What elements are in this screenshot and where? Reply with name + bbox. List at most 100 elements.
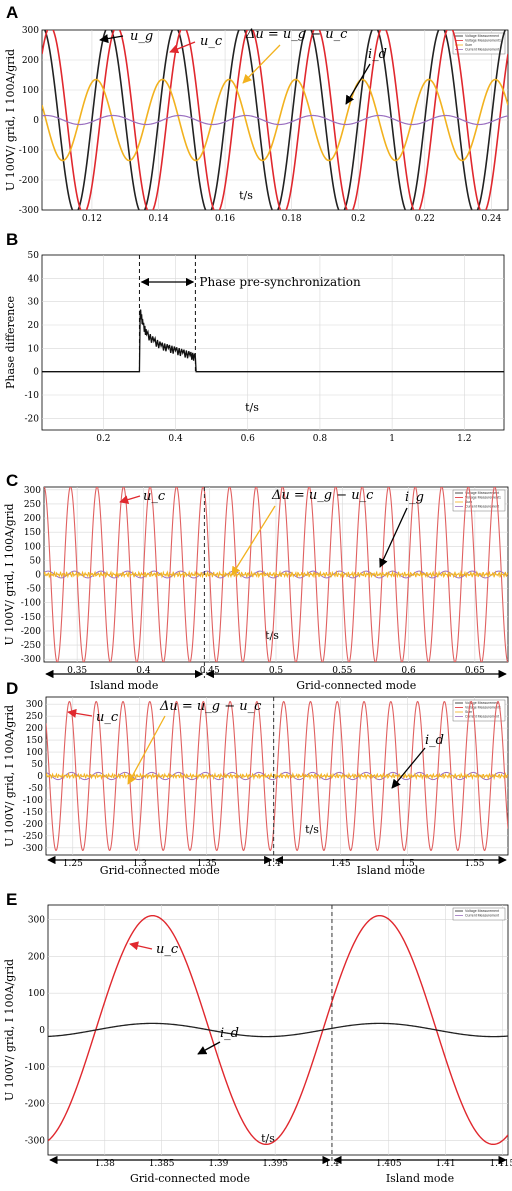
legend-box (452, 907, 506, 921)
annotation-uc-label: u_c (200, 34, 223, 49)
legend-box (452, 699, 506, 722)
series-line-ug (43, 30, 507, 210)
y-tick-label: -300 (23, 844, 43, 854)
y-tick-label: -200 (25, 1100, 45, 1110)
annotation-id-label: i_d (425, 733, 444, 748)
y-tick-label: -150 (21, 613, 41, 623)
x-tick-label: 0.8 (313, 434, 328, 444)
y-tick-label: 150 (26, 736, 43, 746)
annotation-uc-label: u_c (143, 489, 166, 504)
legend-entry: Voltage Measurement (465, 701, 499, 705)
y-tick-label: 150 (24, 528, 41, 538)
legend-box (452, 32, 506, 55)
mode-label: Island mode (357, 864, 425, 877)
series-line-uc (42, 30, 508, 210)
y-tick-label: 0 (39, 1026, 45, 1036)
legend-entry: Voltage Measurement1 (465, 39, 501, 43)
x-tick-label: 1.4 (325, 1159, 340, 1169)
y-tick-label: 100 (22, 86, 39, 96)
annotation-ig-label: i_g (405, 490, 424, 505)
plot-area (41, 254, 505, 431)
panel-letter-d: D (6, 679, 18, 698)
y-tick-label: -200 (21, 627, 41, 637)
y-tick-label: -100 (21, 599, 41, 609)
y-tick-label: -10 (25, 391, 40, 401)
panel-d: D1.25 1.3 1.35 1.4 1.45 1.5 1.5530025020015010… (3, 679, 509, 877)
series-line-du (42, 78, 508, 162)
x-tick-label: 1.2 (457, 434, 471, 444)
y-tick-label: 50 (30, 556, 42, 566)
legend-entry: Voltage Measurement1 (465, 706, 501, 710)
y-tick-label: 10 (28, 344, 40, 354)
panel-b: B 0.2 0.4 0.6 0.8 1 1.2 50 40 30 20 10 0 -10 -20 Phase … (4, 230, 505, 444)
series-line-id (48, 1022, 508, 1038)
x-tick-label: 0.16 (215, 214, 235, 224)
arrow-id (197, 1041, 221, 1055)
panel-a: A 0.12 0.14 0.16 0.18 0.2 0.22 0.24 300 200 100 0 -1… (4, 3, 509, 224)
series-group (46, 700, 508, 852)
arrow-id (345, 63, 371, 105)
y-tick-label: -300 (21, 655, 41, 665)
x-tick-label: 0.2 (96, 434, 110, 444)
y-tick-label: -300 (19, 206, 39, 216)
y-tick-label: -200 (19, 176, 39, 186)
x-tick-label: 0.18 (282, 214, 302, 224)
y-tick-label: -250 (21, 641, 41, 651)
annotation-du-label: Δu = u_g − u_c (271, 488, 374, 503)
y-tick-label: -100 (19, 146, 39, 156)
y-tick-label: -20 (25, 414, 40, 424)
y-tick-label: 300 (28, 916, 45, 926)
legend-entry: Voltage Measurement (465, 491, 499, 495)
annotation-id-label: i_d (220, 1026, 239, 1041)
arrow-ig (379, 507, 408, 568)
mode-label: Island mode (386, 1172, 454, 1185)
y-tick-label: 40 (28, 274, 40, 284)
y-tick-label: 20 (28, 321, 40, 331)
annotation-du-label: Δu = u_g − u_c (159, 699, 262, 714)
annotation-id-label: i_d (368, 47, 387, 62)
y-tick-label: 100 (26, 748, 43, 758)
y-tick-label: 250 (24, 500, 41, 510)
y-tick-label: 200 (26, 724, 43, 734)
y-tick-label: -50 (27, 585, 42, 595)
y-tick-label: -250 (23, 832, 43, 842)
arrow-ug (99, 34, 124, 44)
legend-entry: Sum (465, 500, 472, 504)
x-axis-label: t/s (261, 1132, 275, 1145)
y-tick-label: 30 (28, 298, 40, 308)
series-line-uc (48, 914, 508, 1146)
series-group (42, 30, 508, 210)
series-group (48, 914, 508, 1146)
y-tick-label: 50 (28, 251, 40, 261)
y-tick-label: -100 (25, 1063, 45, 1073)
y-tick-label: 300 (22, 26, 39, 36)
x-axis-label: t/s (305, 823, 319, 836)
y-tick-label: 300 (26, 700, 43, 710)
series-line-phase (42, 309, 504, 373)
y-tick-label: 200 (22, 56, 39, 66)
panel-letter-a: A (6, 3, 18, 22)
annotation-ug-label: u_g (130, 29, 153, 44)
y-tick-label: 100 (28, 989, 45, 999)
mode-label: Grid-connected mode (100, 864, 220, 877)
y-axis-label: U 100V/ grid, I 100A/grid (3, 959, 16, 1101)
y-tick-label: 50 (32, 760, 44, 770)
series-line-id (46, 771, 508, 781)
legend-entry: Sum (465, 43, 472, 47)
legend-entry: Current Measurement (465, 914, 499, 918)
legend-entry: Current Measurement (465, 715, 499, 719)
x-axis-label: t/s (245, 401, 259, 414)
y-tick-label: 250 (26, 712, 43, 722)
panel-c: C0.35 0.4 0.45 0.5 0.55 0.6 0.6530025020015010… (3, 471, 509, 692)
y-axis-label: U 100V/ grid, I 100A/grid (3, 503, 16, 645)
arrow-du (127, 715, 166, 785)
arrow-uc (129, 941, 153, 951)
mode-indicator: Island mode Grid-connected mode (45, 669, 507, 692)
y-tick-label: -300 (25, 1136, 45, 1146)
y-tick-label: 0 (37, 772, 43, 782)
mode-indicator: Grid-connected mode Island mode (49, 1155, 507, 1185)
y-tick-label: -200 (23, 820, 43, 830)
arrow-uc (67, 708, 93, 718)
annotation-du-label: Δu = u_g − u_c (245, 27, 348, 42)
